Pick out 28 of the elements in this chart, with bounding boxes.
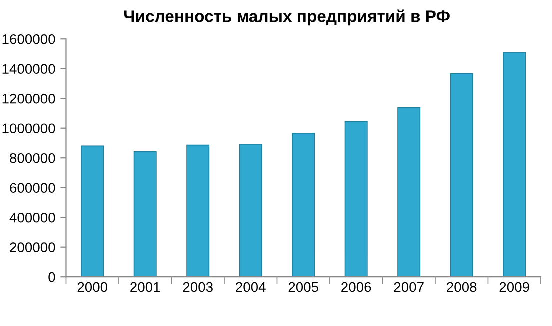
x-tick-label: 2004	[236, 282, 266, 292]
x-tick-label: 2000	[78, 282, 108, 292]
y-tick-label: 0	[48, 272, 56, 282]
bar	[239, 144, 262, 278]
bar	[81, 146, 104, 278]
x-tick-label: 2006	[342, 282, 372, 292]
x-tick-label: 2001	[130, 282, 160, 292]
bar	[450, 74, 474, 278]
x-tick-label: 2008	[447, 282, 477, 292]
y-tick-label: 600000	[10, 183, 56, 194]
bar	[186, 144, 210, 278]
chart-title: Численность малых предприятий в РФ	[124, 10, 450, 26]
y-tick-label: 1000000	[2, 124, 56, 134]
y-tick-label: 800000	[10, 153, 56, 164]
y-tick-label: 1200000	[2, 94, 56, 104]
y-tick-label: 1600000	[2, 34, 56, 44]
bar	[134, 151, 157, 278]
y-tick-label: 400000	[10, 212, 56, 223]
x-tick-label: 2009	[500, 282, 530, 292]
bar	[503, 52, 526, 278]
x-tick-label: 2007	[394, 282, 424, 292]
x-tick-label: 2005	[288, 282, 318, 292]
x-tick-label: 2003	[183, 282, 213, 292]
bar	[292, 133, 316, 278]
bar	[344, 121, 368, 278]
y-tick-label: 200000	[10, 242, 56, 253]
bar	[398, 107, 421, 278]
y-tick-label: 1400000	[2, 64, 56, 74]
